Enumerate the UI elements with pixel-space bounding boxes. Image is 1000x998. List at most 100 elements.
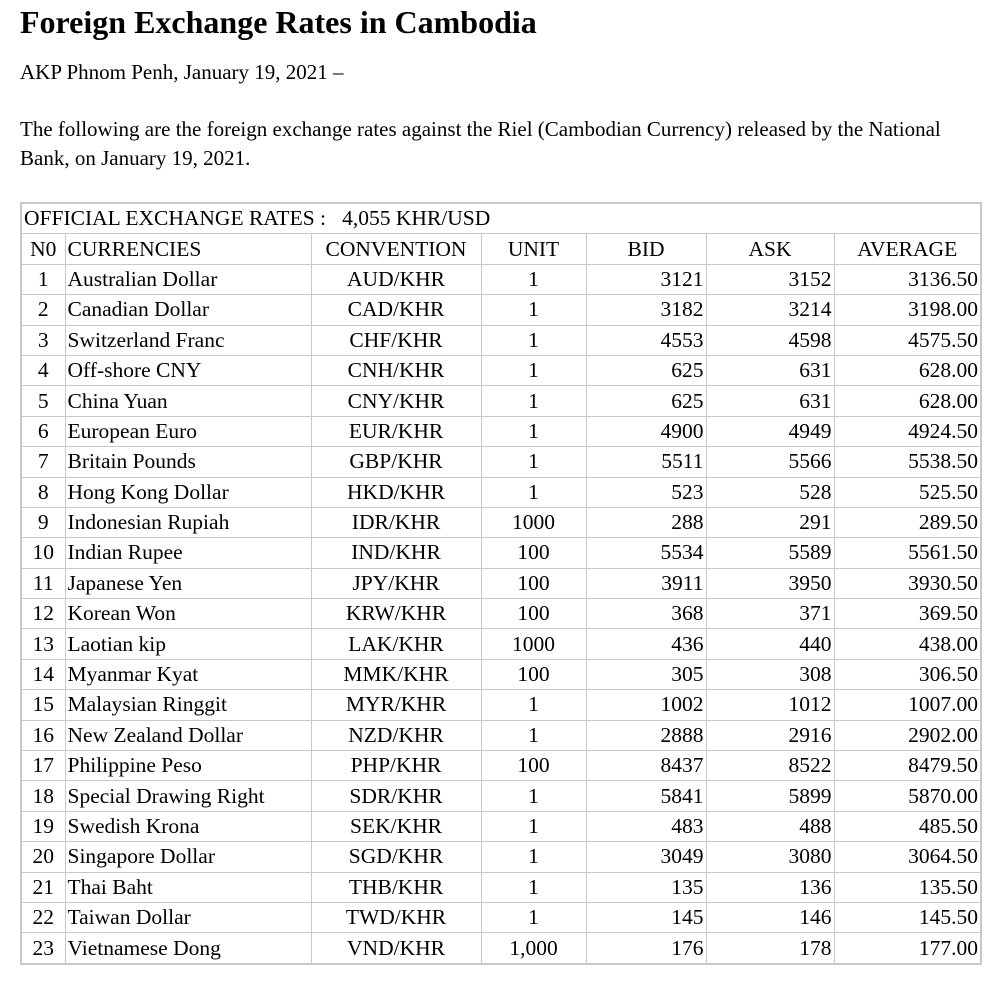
column-header: AVERAGE <box>833 233 982 265</box>
ask: 488 <box>705 810 835 843</box>
ask: 308 <box>705 658 835 691</box>
row-number: 6 <box>20 415 66 448</box>
row-number: 20 <box>20 841 66 873</box>
ask: 5566 <box>705 446 835 478</box>
rate-row: 9 Indonesian Rupiah IDR/KHR 1000 288 291 289.5… <box>20 506 982 539</box>
ask: 1012 <box>705 689 835 721</box>
unit: 1 <box>480 385 587 417</box>
rates-table: OFFICIAL EXCHANGE RATES : 4,055 KHR/USD … <box>20 202 982 965</box>
unit: 1000 <box>480 628 587 660</box>
currency: Singapore Dollar <box>64 841 312 873</box>
unit: 1 <box>480 294 587 326</box>
ask: 440 <box>705 628 835 660</box>
bid: 625 <box>585 354 707 387</box>
currency: Philippine Peso <box>64 750 312 782</box>
bid: 523 <box>585 476 707 508</box>
bid: 4900 <box>585 415 707 448</box>
rate-row: 4 Off-shore CNY CNH/KHR 1 625 631 628.00 <box>20 354 982 387</box>
row-number: 7 <box>20 446 66 478</box>
rate-row: 3 Switzerland Franc CHF/KHR 1 4553 4598 4575.5… <box>20 324 982 356</box>
unit: 100 <box>480 567 587 600</box>
average: 3198.00 <box>833 294 982 326</box>
currency: Taiwan Dollar <box>64 901 312 934</box>
row-number: 3 <box>20 324 66 356</box>
row-number: 11 <box>20 567 66 600</box>
average: 1007.00 <box>833 689 982 721</box>
convention: CNH/KHR <box>310 354 482 387</box>
rate-row: 14 Myanmar Kyat MMK/KHR 100 305 308 306.50 <box>20 658 982 691</box>
table-body: OFFICIAL EXCHANGE RATES : 4,055 KHR/USD … <box>20 202 982 965</box>
unit: 1 <box>480 901 587 934</box>
unit: 1 <box>480 719 587 752</box>
ask: 136 <box>705 871 835 903</box>
convention: GBP/KHR <box>310 446 482 478</box>
average: 289.50 <box>833 506 982 539</box>
row-number: 9 <box>20 506 66 539</box>
unit: 1 <box>480 415 587 448</box>
convention: EUR/KHR <box>310 415 482 448</box>
convention: TWD/KHR <box>310 901 482 934</box>
currency: Britain Pounds <box>64 446 312 478</box>
convention: NZD/KHR <box>310 719 482 752</box>
unit: 1 <box>480 263 587 296</box>
currency: Vietnamese Dong <box>64 932 312 965</box>
convention: MMK/KHR <box>310 658 482 691</box>
bid: 1002 <box>585 689 707 721</box>
row-number: 10 <box>20 537 66 569</box>
average: 3064.50 <box>833 841 982 873</box>
currency: Malaysian Ringgit <box>64 689 312 721</box>
ask: 178 <box>705 932 835 965</box>
currency: New Zealand Dollar <box>64 719 312 752</box>
bid: 5511 <box>585 446 707 478</box>
row-number: 8 <box>20 476 66 508</box>
bid: 3182 <box>585 294 707 326</box>
row-number: 14 <box>20 658 66 691</box>
currency: Off-shore CNY <box>64 354 312 387</box>
ask: 4598 <box>705 324 835 356</box>
bid: 5841 <box>585 780 707 812</box>
unit: 1 <box>480 354 587 387</box>
average: 135.50 <box>833 871 982 903</box>
convention: HKD/KHR <box>310 476 482 508</box>
unit: 1 <box>480 476 587 508</box>
unit: 1 <box>480 871 587 903</box>
currency: China Yuan <box>64 385 312 417</box>
column-header: BID <box>585 233 707 265</box>
row-number: 17 <box>20 750 66 782</box>
bid: 8437 <box>585 750 707 782</box>
convention: KRW/KHR <box>310 598 482 630</box>
currency: Canadian Dollar <box>64 294 312 326</box>
currency: Indonesian Rupiah <box>64 506 312 539</box>
currency: Indian Rupee <box>64 537 312 569</box>
unit: 1000 <box>480 506 587 539</box>
row-number: 13 <box>20 628 66 660</box>
bid: 305 <box>585 658 707 691</box>
rate-row: 22 Taiwan Dollar TWD/KHR 1 145 146 145.50 <box>20 901 982 934</box>
average: 438.00 <box>833 628 982 660</box>
bid: 3049 <box>585 841 707 873</box>
convention: VND/KHR <box>310 932 482 965</box>
convention: THB/KHR <box>310 871 482 903</box>
average: 8479.50 <box>833 750 982 782</box>
currency: Japanese Yen <box>64 567 312 600</box>
bid: 145 <box>585 901 707 934</box>
average: 628.00 <box>833 385 982 417</box>
average: 5870.00 <box>833 780 982 812</box>
intro: The following are the foreign exchange r… <box>20 117 941 170</box>
bid: 2888 <box>585 719 707 752</box>
ask: 2916 <box>705 719 835 752</box>
official-rate: OFFICIAL EXCHANGE RATES : 4,055 KHR/USD <box>20 202 982 235</box>
column-header: CONVENTION <box>310 233 482 265</box>
rate-row: 1 Australian Dollar AUD/KHR 1 3121 3152 3136.5… <box>20 263 982 296</box>
unit: 1 <box>480 780 587 812</box>
average: 306.50 <box>833 658 982 691</box>
convention: AUD/KHR <box>310 263 482 296</box>
average: 5561.50 <box>833 537 982 569</box>
official-row: OFFICIAL EXCHANGE RATES : 4,055 KHR/USD <box>20 202 982 235</box>
row-number: 18 <box>20 780 66 812</box>
convention: IDR/KHR <box>310 506 482 539</box>
convention: LAK/KHR <box>310 628 482 660</box>
rate-row: 15 Malaysian Ringgit MYR/KHR 1 1002 1012 1007.… <box>20 689 982 721</box>
row-number: 12 <box>20 598 66 630</box>
